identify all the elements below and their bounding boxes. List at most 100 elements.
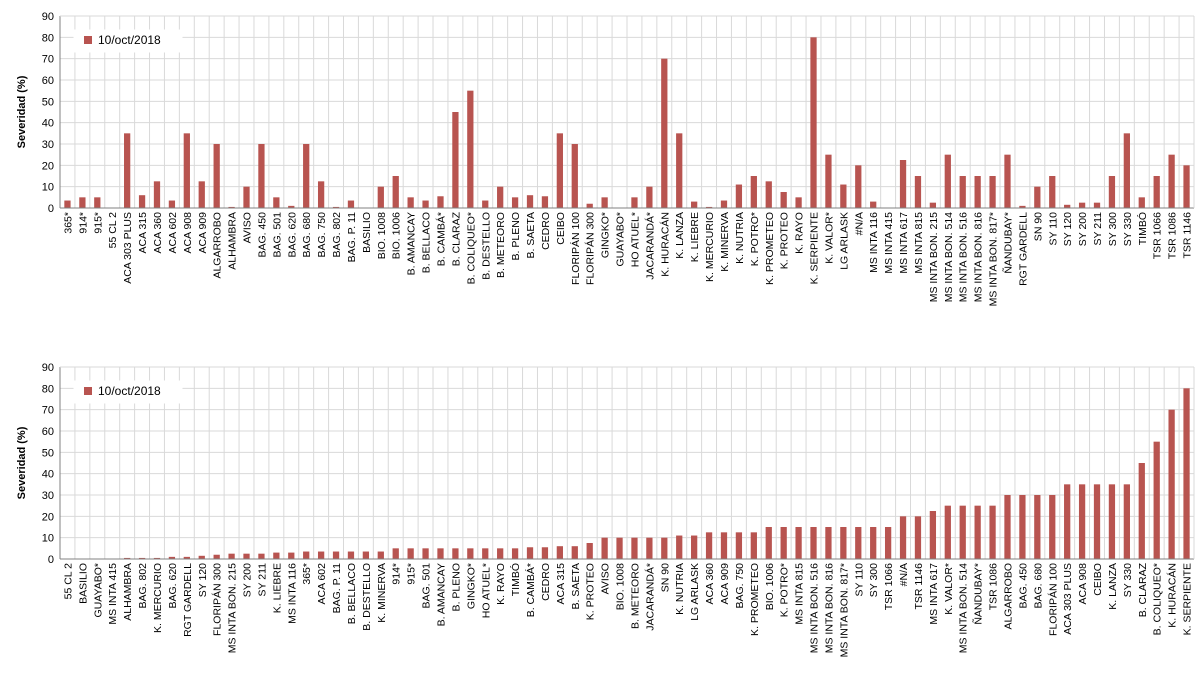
top-bar [1004, 154, 1011, 208]
top-x-category-label: B. BELLACO [421, 212, 433, 273]
top-x-category-label: FLORIPÁN 300 [584, 212, 597, 285]
top-bar [825, 154, 832, 208]
bottom-bar [840, 527, 847, 559]
top-bar [213, 144, 220, 208]
bottom-bar [377, 551, 384, 559]
bottom-bar [437, 548, 444, 559]
top-bar [959, 176, 966, 208]
top-legend: 10/oct/2018 [73, 29, 183, 53]
bottom-x-category-label: LG ARLASK [689, 563, 701, 621]
bottom-bar [317, 551, 325, 559]
top-x-category-label: ACA 908 [182, 212, 194, 254]
top-x-category-label: MS INTA BON. 816 [973, 212, 985, 302]
bottom-x-category-label: AVISO [600, 563, 612, 594]
top-bar [1019, 205, 1026, 208]
bottom-bar [1108, 484, 1116, 559]
bottom-x-category-label: B. SAETA [570, 563, 582, 610]
top-x-category-label: BAG. 802 [331, 212, 343, 258]
top-x-category-label: 915* [92, 212, 104, 234]
bottom-bar [765, 527, 772, 559]
bottom-legend-swatch [84, 387, 92, 395]
top-bar [989, 176, 996, 208]
top-x-category-label: K. POTRO* [749, 212, 761, 266]
top-bar [392, 176, 399, 208]
top-bar [422, 200, 429, 208]
top-x-category-label: BAG. 501 [271, 212, 283, 258]
top-x-category-label: MS INTA BON. 514 [943, 212, 955, 302]
bottom-x-category-label: ALHAMBRA [122, 563, 134, 621]
top-y-axis-title: Severidad (%) [16, 75, 28, 148]
top-bar [497, 186, 504, 208]
top-bar [705, 206, 713, 208]
top-bar [273, 197, 280, 208]
bottom-bar [526, 547, 534, 559]
top-x-category-label: K. HURACÁN [658, 212, 671, 277]
bottom-bar [392, 548, 399, 559]
top-x-category-label: K. NUTRIA [734, 212, 746, 264]
top-y-tick-label: 0 [48, 203, 54, 215]
top-x-category-label: ACA 602 [167, 212, 179, 254]
top-bar [870, 201, 877, 208]
bottom-x-category-label: MS INTA BON. 817* [838, 563, 850, 657]
top-x-category-label: CEDRO [540, 212, 552, 250]
top-x-category-label: LG ARLASK [838, 212, 850, 270]
top-bar [914, 176, 922, 208]
bottom-x-category-label: MS INTA BON. 514 [958, 563, 970, 653]
top-x-category-label: B. METEORO [495, 212, 507, 278]
bottom-bar [571, 546, 578, 559]
bottom-x-category-label: MS INTA BON. 215 [227, 563, 239, 653]
top-x-category-label: SY 330 [1122, 212, 1134, 246]
bottom-bar [974, 505, 981, 559]
bottom-x-category-label: RGT GARDELL [182, 563, 194, 637]
bottom-y-tick-label: 70 [42, 405, 54, 417]
bottom-x-category-label: K. PROMETEO [749, 563, 761, 636]
top-bar [571, 144, 578, 208]
bottom-x-category-label: ACA 908 [1077, 563, 1089, 605]
top-x-category-label: MS INTA 815 [913, 212, 925, 274]
top-x-category-label: SN 90 [1032, 212, 1044, 241]
top-bar [855, 165, 862, 208]
bottom-x-category-label: BASILIO [77, 563, 89, 604]
bottom-x-category-label: B. PLENO [450, 563, 462, 611]
bottom-x-category-label: ÑANDUBAY* [972, 563, 985, 625]
bottom-x-category-label: SY 300 [868, 563, 880, 597]
bottom-bar [422, 548, 429, 559]
bottom-bar [288, 552, 295, 559]
bottom-bar [556, 546, 563, 559]
top-x-category-label: B. PLENO [510, 212, 522, 260]
top-bar [541, 196, 549, 208]
bottom-bar [124, 557, 131, 559]
top-x-category-label: K. PROMETEO [764, 212, 776, 285]
top-x-category-label: MS INTA 116 [868, 212, 880, 273]
top-bar [511, 197, 519, 208]
top-x-category-label: K. RAYO [794, 212, 806, 254]
top-bar [437, 196, 444, 208]
bottom-bar [855, 527, 862, 559]
bottom-bar [362, 551, 370, 559]
bottom-bar [959, 505, 966, 559]
bottom-x-category-label: BAG. 802 [137, 563, 149, 609]
bottom-x-category-label: B. DESTELLO [361, 563, 373, 631]
bottom-bar [332, 551, 340, 559]
top-x-category-label: ACA 303 PLUS [122, 212, 134, 284]
bottom-bar [273, 552, 280, 559]
bottom-bar [303, 551, 310, 559]
top-x-category-label: K. LIEBRE [689, 212, 701, 262]
bottom-x-category-label: MS INTA BON. 816 [823, 563, 835, 653]
top-legend-swatch [84, 36, 92, 44]
bottom-legend-box [73, 380, 183, 404]
top-y-tick-label: 10 [42, 182, 54, 194]
bottom-x-category-label: FLORIPÁN 100 [1046, 563, 1059, 636]
bottom-x-category-label: SY 120 [197, 563, 209, 597]
top-x-category-label: ACA 360 [152, 212, 164, 254]
top-y-tick-label: 60 [42, 75, 54, 87]
bottom-x-category-label: ACA 909 [719, 563, 731, 605]
top-x-category-label: HO ATUEL* [629, 212, 641, 267]
top-x-category-label: GINGKO* [600, 212, 612, 258]
top-bar [332, 206, 340, 208]
bottom-x-category-label: GUAYABO* [92, 563, 104, 617]
bottom-x-category-label: B. CAMBÁ* [524, 563, 537, 617]
top-y-tick-label: 20 [42, 160, 54, 172]
bottom-x-category-label: MS INTA 116 [286, 563, 298, 624]
bottom-x-category-label: GINGKO* [465, 563, 477, 609]
